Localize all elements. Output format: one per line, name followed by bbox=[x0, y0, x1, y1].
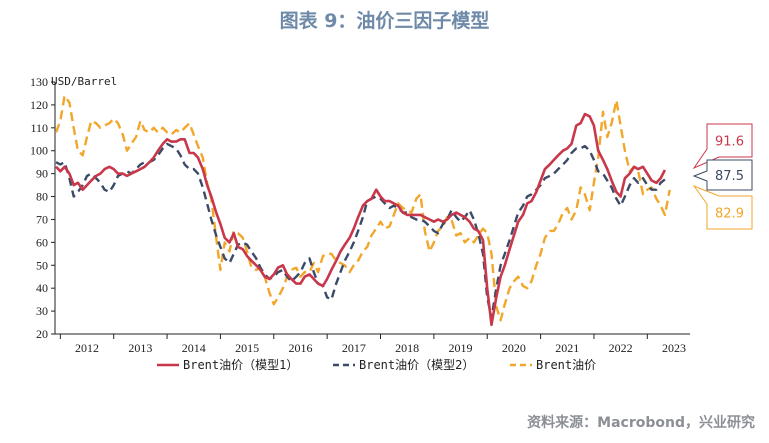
y-tick-label: 110 bbox=[30, 121, 48, 135]
y-tick-label: 80 bbox=[36, 190, 48, 204]
y-tick-label: 50 bbox=[36, 258, 48, 272]
y-tick-label: 70 bbox=[36, 212, 48, 226]
x-tick-label: 2013 bbox=[128, 341, 152, 355]
y-tick-label: 100 bbox=[30, 144, 48, 158]
chart-axes: 20 30 40 50 60 70 80 90 100 110 120 130 USD/Barrel 20… bbox=[30, 75, 690, 355]
x-tick-label: 2019 bbox=[449, 341, 473, 355]
legend-model1-label: Brent油价（模型1） bbox=[183, 358, 298, 372]
x-tick-label: 2023 bbox=[662, 341, 686, 355]
callout-model2-value: 87.5 bbox=[715, 169, 744, 184]
x-tick-label: 2021 bbox=[555, 341, 579, 355]
series-model1-line bbox=[55, 112, 667, 327]
x-tick-label: 2012 bbox=[75, 341, 99, 355]
x-tick-label: 2016 bbox=[288, 341, 312, 355]
x-tick-label: 2015 bbox=[235, 341, 259, 355]
chart-value-callouts: 91.6 87.5 82.9 bbox=[692, 123, 753, 230]
y-tick-label: 130 bbox=[30, 75, 48, 89]
callout-model1-value: 91.6 bbox=[715, 135, 744, 150]
y-axis-label: USD/Barrel bbox=[51, 75, 117, 88]
y-tick-label: 120 bbox=[30, 98, 48, 112]
source-note: 资料来源：Macrobond，兴业研究 bbox=[527, 415, 755, 431]
series-brent-line bbox=[54, 94, 671, 322]
callout-model2-value-box bbox=[692, 159, 753, 191]
callout-brent-value: 82.9 bbox=[715, 207, 744, 222]
y-tick-label: 30 bbox=[36, 304, 48, 318]
y-tick-label: 20 bbox=[36, 327, 48, 341]
legend-model2-label: Brent油价（模型2） bbox=[359, 358, 474, 372]
chart-series-lines bbox=[54, 94, 671, 327]
x-tick-label: 2014 bbox=[182, 341, 206, 355]
series-model2-line bbox=[55, 142, 666, 320]
chart-legend: Brent油价（模型1） Brent油价（模型2） Brent油价 bbox=[157, 358, 596, 372]
x-tick-label: 2017 bbox=[342, 341, 366, 355]
legend-brent-label: Brent油价 bbox=[536, 358, 596, 372]
y-tick-label: 40 bbox=[36, 281, 48, 295]
y-tick-label: 90 bbox=[36, 167, 48, 181]
x-tick-label: 2018 bbox=[395, 341, 419, 355]
chart-title: 图表 9：油价三因子模型 bbox=[279, 10, 490, 32]
y-tick-label: 60 bbox=[36, 235, 48, 249]
x-tick-label: 2020 bbox=[502, 341, 526, 355]
callout-model1-value-box bbox=[692, 123, 753, 170]
callout-brent-value-box bbox=[692, 184, 753, 230]
x-tick-label: 2022 bbox=[609, 341, 633, 355]
